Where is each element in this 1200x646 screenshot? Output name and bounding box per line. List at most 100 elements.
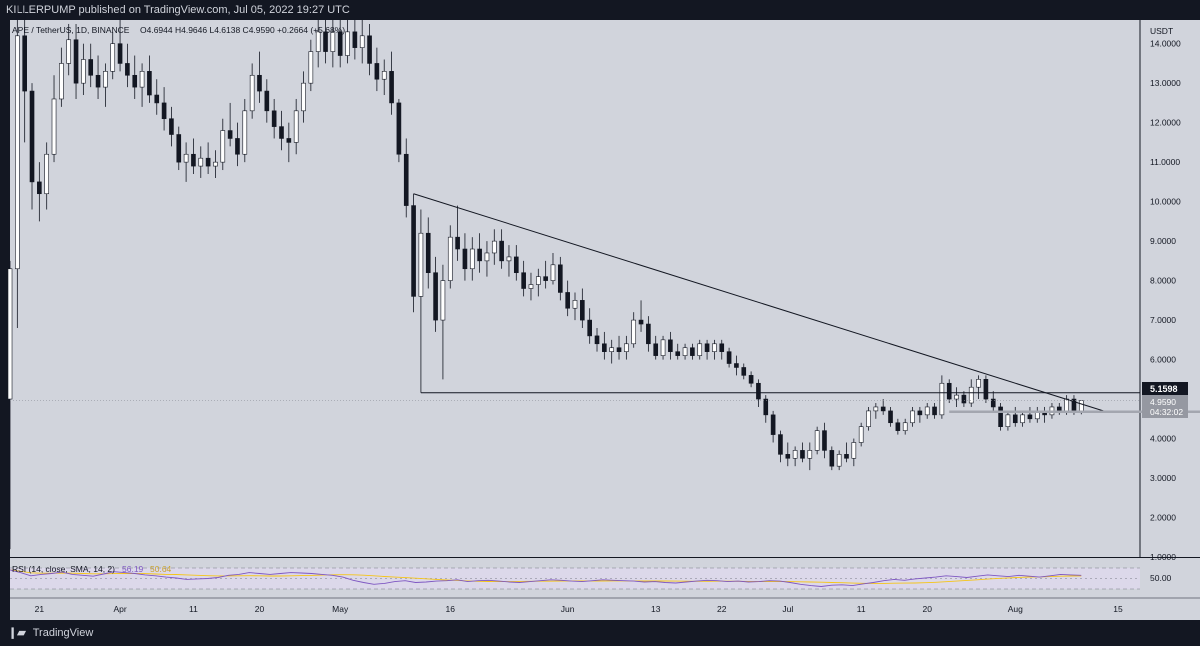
candle-body xyxy=(550,264,556,281)
candle-body xyxy=(770,414,776,435)
candle-body xyxy=(844,454,849,459)
price-tick-label: 13.0000 xyxy=(1150,78,1181,88)
time-tick-label: 20 xyxy=(922,604,932,614)
candle-body xyxy=(631,319,637,345)
candle-body xyxy=(858,426,864,443)
rsi-axis[interactable] xyxy=(1140,558,1200,598)
candle-body xyxy=(147,71,152,96)
candle-body xyxy=(572,300,578,309)
candle-body xyxy=(646,323,651,345)
price-tick-label: 4.0000 xyxy=(1150,434,1176,444)
high-level-marker-label: 5.1598 xyxy=(1150,384,1178,394)
candle-body xyxy=(558,264,563,293)
candle-body xyxy=(756,382,761,400)
candle-body xyxy=(653,343,659,356)
candle-body xyxy=(704,343,710,352)
price-tick-label: 7.0000 xyxy=(1150,315,1176,325)
candle-body xyxy=(1027,414,1033,420)
candle-body xyxy=(528,284,534,289)
candle-body xyxy=(477,248,482,262)
candle-body xyxy=(924,406,930,416)
candle-body xyxy=(95,74,101,88)
price-tick-label: 6.0000 xyxy=(1150,355,1176,365)
price-tick-label: 10.0000 xyxy=(1150,197,1181,207)
candle-body xyxy=(873,406,879,412)
price-tick-label: 3.0000 xyxy=(1150,473,1176,483)
candle-body xyxy=(954,394,959,400)
candle-body xyxy=(345,31,350,56)
candle-body xyxy=(932,406,937,416)
candle-body xyxy=(198,157,204,167)
candle-body xyxy=(235,138,240,155)
rsi-plot xyxy=(9,569,1082,587)
candle-body xyxy=(726,351,732,364)
candle-body xyxy=(990,398,996,408)
price-axis[interactable] xyxy=(1140,20,1200,557)
candle-body xyxy=(279,126,284,139)
candle-body xyxy=(734,363,739,368)
candle-body xyxy=(301,82,306,112)
price-tick-label: 2.0000 xyxy=(1150,513,1176,523)
time-tick-label: Jun xyxy=(561,604,575,614)
candle-body xyxy=(308,51,314,84)
candle-body xyxy=(807,450,813,459)
time-axis[interactable] xyxy=(10,598,1200,620)
time-tick-label: Apr xyxy=(113,604,126,614)
time-tick-label: 13 xyxy=(651,604,661,614)
candle-body xyxy=(81,59,86,84)
candle-body xyxy=(469,248,475,270)
candle-body xyxy=(154,94,160,104)
candle-body xyxy=(367,35,372,64)
price-tick-label: 11.0000 xyxy=(1150,157,1180,167)
candle-body xyxy=(939,382,945,416)
time-tick-label: 11 xyxy=(189,604,198,614)
candle-body xyxy=(359,35,365,48)
candle-body xyxy=(499,240,504,262)
candle-body xyxy=(425,232,431,274)
candle-body xyxy=(257,74,262,92)
candle-body xyxy=(1078,400,1084,412)
candle-body xyxy=(682,347,688,356)
candle-body xyxy=(1012,414,1018,424)
candle-body xyxy=(521,272,526,289)
candle-body xyxy=(616,347,622,352)
candle-body xyxy=(440,280,446,321)
candle-body xyxy=(352,31,358,48)
symbol-legend[interactable]: APE / TetherUS, 1D, BINANCE xyxy=(12,25,130,35)
candle-body xyxy=(44,153,50,195)
candle-body xyxy=(792,450,798,459)
time-tick-labels: 21 Apr 11 20 May 16 Jun 13 22 Jul 11 20 Aug 15 xyxy=(35,604,1123,614)
candle-body xyxy=(917,410,923,416)
candle-body xyxy=(117,43,123,64)
candle-body xyxy=(624,343,629,352)
price-pane[interactable] xyxy=(10,20,1140,557)
candle-body xyxy=(609,347,615,352)
candle-body xyxy=(580,300,585,321)
candle-body xyxy=(902,422,908,431)
footer: ❙▰ TradingView xyxy=(0,622,300,644)
price-tick-label: 1.0000 xyxy=(1150,552,1176,562)
rsi-line xyxy=(9,569,1082,587)
candle-body xyxy=(829,450,835,467)
candle-body xyxy=(1005,414,1011,427)
candle-body xyxy=(125,63,130,76)
candle-body xyxy=(315,31,321,52)
candle-body xyxy=(29,90,35,183)
time-tick-label: Aug xyxy=(1008,604,1023,614)
candle-body xyxy=(880,406,886,412)
candle-body xyxy=(543,276,548,281)
ohlc-legend: O4.6944 H4.9646 L4.6138 C4.9590 +0.2664 … xyxy=(140,25,345,35)
candle-body xyxy=(191,153,196,167)
candle-body xyxy=(183,153,189,163)
candle-body xyxy=(176,134,182,163)
rsi-legend[interactable]: RSI (14, close, SMA, 14, 2) xyxy=(12,564,115,574)
candle-body xyxy=(323,31,328,52)
candle-body xyxy=(264,90,270,112)
candle-body xyxy=(389,71,394,104)
published-line: KILLERPUMP published on TradingView.com,… xyxy=(6,4,350,16)
time-tick-label: 21 xyxy=(35,604,45,614)
candle-body xyxy=(983,379,989,400)
candle-body xyxy=(719,343,725,352)
